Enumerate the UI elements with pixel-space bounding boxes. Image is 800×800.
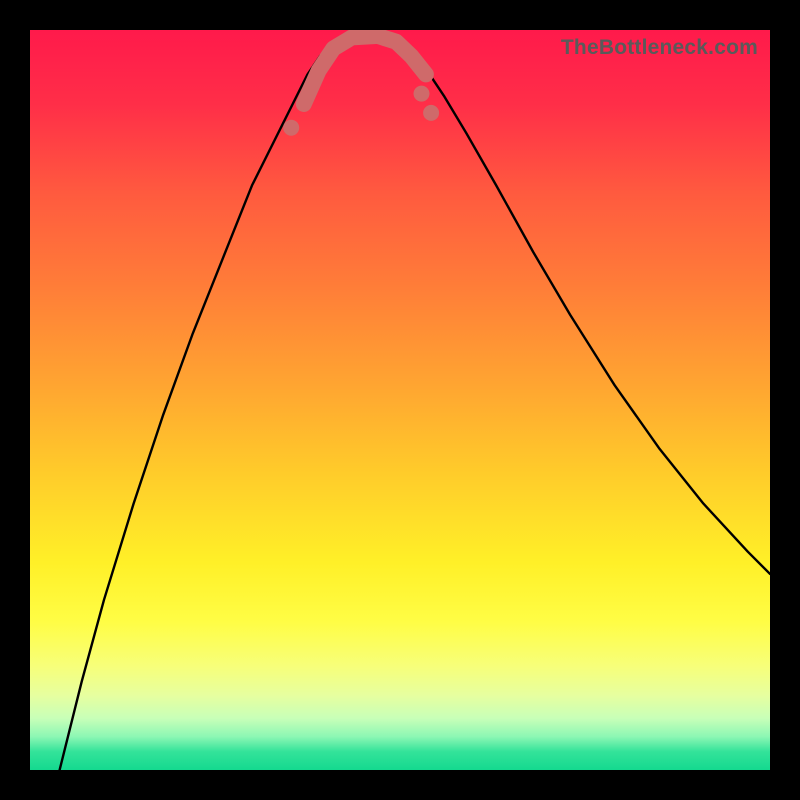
marker-dot — [414, 86, 430, 102]
marker-segment — [304, 36, 426, 104]
marker-dot — [283, 120, 299, 136]
chart-frame: TheBottleneck.com — [0, 0, 800, 800]
plot-area: TheBottleneck.com — [30, 30, 770, 770]
marker-dot — [423, 105, 439, 121]
watermark-text: TheBottleneck.com — [561, 36, 758, 60]
bottleneck-curve — [30, 30, 770, 770]
